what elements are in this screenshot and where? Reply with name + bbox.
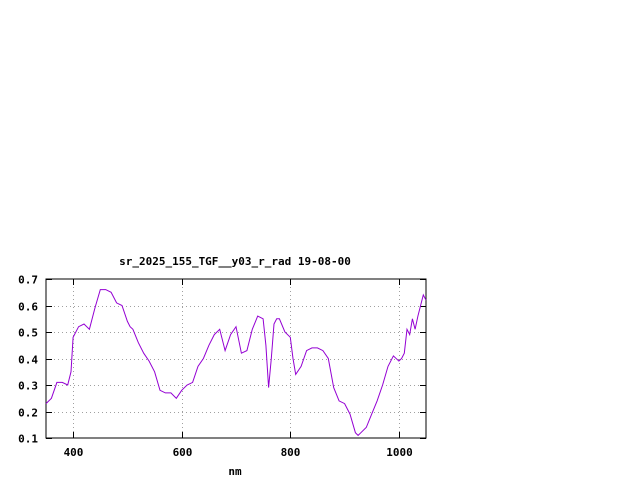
plot-frame	[45, 278, 427, 439]
y-tick-label: 0.3	[18, 380, 38, 393]
y-tick-label: 0.1	[18, 433, 38, 446]
chart-title: sr_2025_155_TGF__y03_r_rad 19-08-00	[119, 255, 351, 268]
grid-lines	[46, 279, 426, 438]
x-tick-label: 600	[173, 446, 193, 459]
x-tick-label: 1000	[386, 446, 413, 459]
y-tick-label: 0.7	[18, 274, 38, 287]
x-tick-label: 800	[281, 446, 301, 459]
axis-ticks: 0.1 0.2 0.3 0.4 0.5 0.6 0.7 400 600 800 1000	[18, 274, 426, 459]
y-tick-label: 0.6	[18, 301, 38, 314]
series-line	[45, 289, 427, 437]
y-tick-label: 0.5	[18, 327, 38, 340]
x-tick-label: 400	[64, 446, 84, 459]
x-axis-label: nm	[228, 465, 242, 478]
y-tick-label: 0.2	[18, 407, 38, 420]
y-tick-label: 0.4	[18, 354, 38, 367]
